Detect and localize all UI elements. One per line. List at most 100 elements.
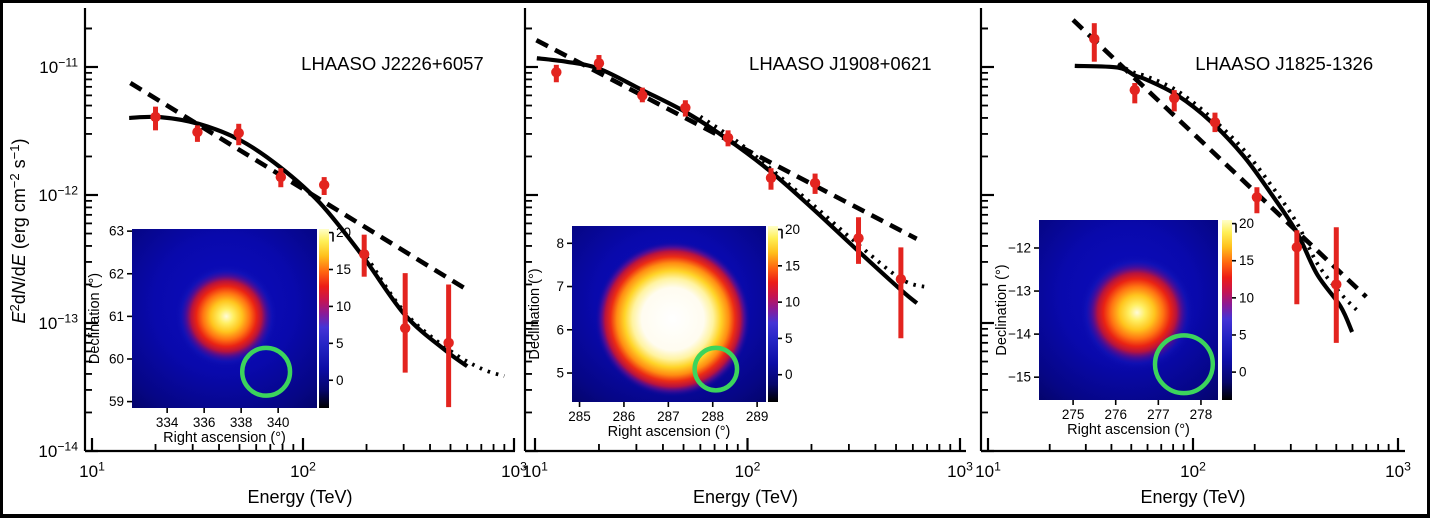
inset-y-axis-title: Declination (°) — [87, 273, 103, 364]
data-point — [551, 67, 562, 78]
data-point — [1089, 33, 1100, 45]
inset-axes — [127, 230, 279, 413]
data-point — [765, 172, 777, 184]
inset-y-tick-label: −15 — [1008, 370, 1031, 385]
data-point — [895, 273, 907, 285]
colorbar-tick-label: 10 — [1239, 290, 1254, 305]
inset-y-tick-label: 7 — [556, 279, 564, 294]
inset-x-tick-label: 287 — [657, 409, 680, 424]
colorbar-tick-label: 0 — [336, 373, 344, 388]
inset-x-tick-label: 334 — [156, 415, 179, 430]
panel-title: LHAASO J1908+0621 — [749, 53, 932, 74]
inset-x-tick-label: 338 — [230, 415, 253, 430]
x-axis-title: Energy (TeV) — [693, 487, 798, 507]
inset-x-tick-label: 288 — [701, 409, 724, 424]
colorbar-tick-label: 10 — [336, 299, 351, 314]
significance-map-inset: 334 336 338 340 63 62 61 60 59 Right ascension (°… — [87, 224, 351, 446]
inset-y-tick-label: 62 — [109, 266, 124, 281]
inset-x-tick-label: 286 — [613, 409, 636, 424]
inset-x-tick-label: 336 — [193, 415, 216, 430]
psf-circle — [692, 345, 740, 393]
x-tick-label: 103 — [501, 460, 527, 482]
y-tick-label: 10−14 — [38, 440, 78, 462]
x-tick-label: 103 — [1385, 460, 1411, 482]
x-tick-label: 102 — [1180, 460, 1206, 482]
data-point — [1169, 93, 1180, 104]
inset-y-tick-label: −13 — [1008, 284, 1031, 299]
data-points — [150, 106, 454, 408]
inset-x-axis-title: Right ascension (°) — [608, 424, 731, 440]
inset-axes — [1034, 247, 1202, 405]
colorbar-tick-label: 15 — [336, 262, 351, 277]
inset-y-axis-title: Declination (°) — [527, 268, 543, 359]
dotted-fit-curve — [1116, 62, 1361, 315]
inset-x-tick-label: 278 — [1190, 407, 1213, 422]
x-tick-label: 101 — [975, 460, 1001, 482]
inset-y-tick-label: −14 — [1008, 327, 1031, 342]
data-points — [551, 55, 907, 339]
solid-fit-curve — [129, 114, 469, 368]
dashed-power-law-fit — [129, 81, 466, 290]
inset-y-tick-label: 59 — [109, 394, 124, 409]
psf-circle — [1152, 333, 1216, 396]
data-point — [233, 127, 244, 139]
data-point — [1129, 84, 1140, 96]
sed-panel-3: 101 102 103 Energy (TeV) LHAASO J1825-1326 27… — [975, 8, 1411, 507]
data-point — [443, 337, 454, 349]
y-axis-title: E2dN/dE (erg cm−2 s−1) — [7, 139, 29, 324]
inset-x-axis-title: Right ascension (°) — [1067, 422, 1190, 438]
x-tick-label: 102 — [290, 460, 316, 482]
colorbar-tick-label: 20 — [336, 225, 351, 240]
colorbar-tick-label: 5 — [785, 331, 793, 346]
data-point — [1291, 242, 1303, 253]
data-point — [1251, 192, 1263, 203]
inset-y-tick-label: 6 — [556, 322, 564, 337]
inset-x-tick-label: 340 — [267, 415, 290, 430]
inset-axes — [567, 242, 758, 407]
inset-x-axis-title: Right ascension (°) — [163, 430, 286, 446]
data-point — [358, 248, 370, 260]
axes — [83, 8, 516, 453]
data-points — [1089, 23, 1342, 343]
data-point — [853, 232, 864, 244]
significance-map-inset: 285 286 287 288 289 8 7 6 5 Right ascension (°) De… — [527, 222, 800, 440]
data-point — [722, 132, 734, 143]
inset-y-tick-label: 63 — [109, 224, 124, 239]
solid-fit-curve — [1074, 63, 1355, 333]
source-emission-blob — [594, 241, 751, 397]
x-tick-label: 101 — [522, 460, 548, 482]
colorbar — [319, 229, 329, 408]
source-emission-blob — [174, 264, 279, 369]
data-point — [593, 58, 605, 69]
inset-x-tick-label: 275 — [1062, 407, 1085, 422]
axes — [979, 8, 1405, 453]
data-point — [809, 177, 821, 189]
dotted-fit-curve — [364, 255, 505, 378]
colorbar-tick-label: 20 — [785, 222, 800, 237]
data-point — [192, 126, 203, 138]
inset-y-axis-title: Declination (°) — [994, 264, 1010, 355]
colorbar-tick-label: 20 — [1239, 216, 1254, 231]
inset-y-tick-label: −12 — [1008, 240, 1031, 255]
inset-y-tick-label: 8 — [556, 236, 564, 251]
inset-y-tick-label: 60 — [109, 351, 124, 366]
y-tick-label: 10−11 — [39, 56, 78, 78]
colorbar-tick-label: 5 — [1239, 327, 1247, 342]
figure-background: 101 102 103 10−11 10−12 10−13 10−14 Energy (TeV… — [3, 3, 1427, 514]
x-axis-title: Energy (TeV) — [1140, 487, 1245, 507]
dashed-power-law-fit — [1071, 18, 1368, 299]
colorbar-tick-label: 0 — [785, 367, 793, 382]
data-point — [150, 111, 161, 123]
panel-title: LHAASO J1825-1326 — [1195, 53, 1373, 74]
significance-map-inset: 275 276 277 278 −12 −13 −14 −15 Right ascension … — [994, 216, 1254, 438]
source-emission-blob — [1078, 254, 1196, 371]
inset-x-tick-label: 277 — [1147, 407, 1170, 422]
colorbar-tick-label: 15 — [785, 258, 800, 273]
y-tick-label: 10−13 — [38, 312, 78, 334]
inset-x-tick-label: 289 — [746, 409, 769, 424]
data-point — [1209, 117, 1221, 128]
inset-x-tick-label: 276 — [1104, 407, 1127, 422]
colorbar-tick-label: 5 — [336, 336, 344, 351]
